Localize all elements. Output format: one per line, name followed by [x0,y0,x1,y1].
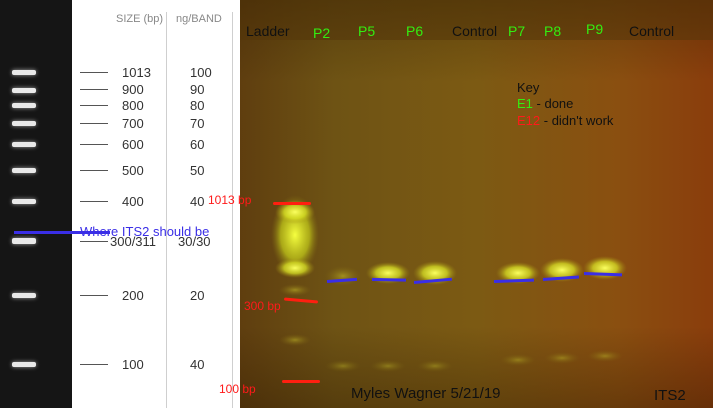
marker-label-1013: 1013 bp [208,193,252,207]
ladder-band-700 [12,121,36,126]
marker-line-100 [282,380,320,383]
lane-label-control-2: Control [629,23,675,39]
gel-photo [240,0,713,408]
primer-smear [587,350,623,362]
lane-label-control-1: Control [452,23,498,39]
ladder-band-900 [12,88,36,93]
ladder-band-800 [12,103,36,108]
ladder-ng-label: 40 [190,357,205,372]
ladder-tick [80,170,108,171]
band-line-p5 [371,278,407,282]
ladder-ng-label: 40 [190,194,205,209]
ladder-size-label: 800 [122,98,144,113]
ladder-tick [80,144,108,145]
ladder-band [279,334,311,346]
ladder-band-1013 [12,70,36,75]
ladder-band-600 [12,142,36,147]
ladder-size-label: 300/311 [110,234,157,249]
ladder-size-label: 900 [122,82,144,97]
ladder-size-label: 600 [122,137,144,152]
ladder-size-label: 700 [122,116,144,131]
key-fail-text: - didn't work [540,113,614,128]
key-fail-code: E12 [517,113,541,128]
ladder-band-300 [12,238,36,244]
ladder-size-label: 500 [122,163,144,178]
marker-label-300: 300 bp [244,299,281,313]
gel-bands [240,0,713,372]
ladder-ng-label: 30/30 [178,234,211,249]
ladder-tick [80,89,108,90]
ladder-tick [80,123,108,124]
its2-expected-label: Where ITS2 should be [80,224,210,239]
ladder-tick [80,295,108,296]
lane-label-p9: P9 [586,21,604,37]
ladder-ng-label: 70 [190,116,205,131]
ladder-band-500 [12,168,36,173]
marker-line-1013 [273,202,311,205]
ladder-ng-label: 80 [190,98,205,113]
key-title: Key [517,80,540,95]
lane-label-p6: P6 [406,23,424,39]
ladder-tick [80,72,108,73]
ladder-band-100 [12,362,36,367]
its2-expected-line [14,231,110,234]
ladder-ng-label: 20 [190,288,205,303]
ladder-size-label: 1013 [122,65,151,80]
ladder-size-label: 100 [122,357,144,372]
key-done: E1 - done [517,97,573,110]
primer-smear [325,360,361,372]
lane-label-p2: P2 [313,25,331,41]
ladder-tick [80,201,108,202]
author-date-label: Myles Wagner 5/21/19 [351,385,501,402]
primer-smear [417,360,453,372]
band-p7 [496,262,540,284]
lane-label-p5: P5 [358,23,376,39]
ladder-size-label: 200 [122,288,144,303]
lane-label-ladder: Ladder [246,23,290,39]
lane-label-p7: P7 [508,23,526,39]
primer-smear [370,360,406,372]
key-done-code: E1 [517,96,533,111]
key-done-text: - done [532,96,574,111]
ng-header: ng/BAND [176,13,222,25]
lane-label-p8: P8 [544,23,562,39]
ladder-band [279,284,311,296]
primer-smear [500,354,536,366]
ladder-tick [80,241,108,242]
size-header: SIZE (bp) [116,13,164,25]
gene-label: ITS2 [654,387,686,404]
key-fail: E12 - didn't work [517,114,613,127]
ladder-ng-label: 50 [190,163,205,178]
gel-vignette [240,0,713,408]
ladder-band-200 [12,293,36,298]
ladder-tick [80,364,108,365]
ladder-tick [80,105,108,106]
ladder-panel-edge [232,12,233,408]
ladder-ng-label: 60 [190,137,205,152]
primer-smear [544,352,580,364]
ladder-band [275,200,315,224]
ladder-ng-label: 100 [190,65,212,80]
ladder-size-label: 400 [122,194,144,209]
reference-ladder-lane [0,0,72,408]
ladder-band-400 [12,199,36,204]
ladder-band [275,258,315,278]
marker-label-100: 100 bp [219,382,256,396]
ladder-column-divider [166,12,167,408]
ladder-ng-label: 90 [190,82,205,97]
well-row [240,0,713,40]
